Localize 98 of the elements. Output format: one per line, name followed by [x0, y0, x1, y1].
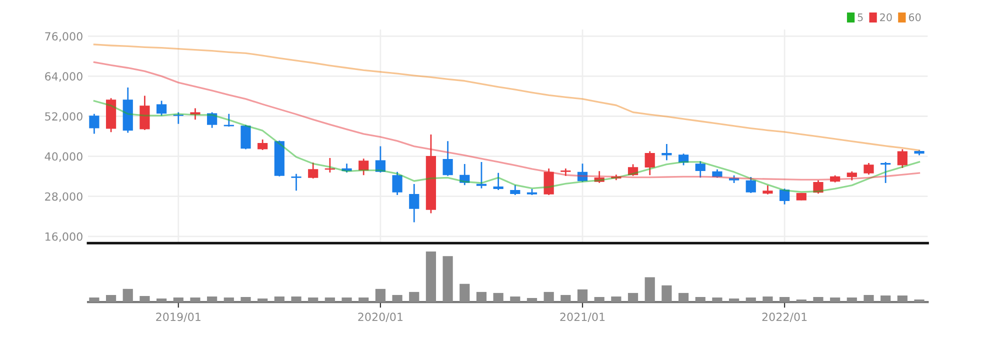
bar: [577, 289, 588, 302]
bar: [864, 294, 874, 302]
bar: [897, 295, 908, 302]
candlestick: [173, 112, 184, 125]
legend-label: 60: [908, 13, 921, 22]
y-tick-label: 76,000: [45, 32, 82, 42]
x-tick-label: 2021/01: [560, 312, 605, 322]
bar: [526, 298, 538, 302]
bar: [156, 298, 167, 302]
y-tick-label: 16,000: [46, 232, 82, 242]
bar: [106, 294, 116, 302]
candlestick: [780, 188, 790, 206]
candlestick: [358, 158, 369, 176]
bar: [628, 292, 638, 302]
bar: [122, 288, 133, 302]
candlestick: [644, 150, 655, 176]
bar: [644, 277, 655, 302]
candlestick: [544, 168, 554, 196]
candlestick: [442, 140, 453, 177]
bar: [880, 295, 891, 302]
candlestick: [476, 161, 487, 190]
bar: [796, 300, 806, 302]
bar: [678, 292, 689, 302]
bar: [324, 298, 335, 302]
bar: [611, 296, 622, 302]
candlestick: [493, 172, 504, 191]
candlestick: [258, 138, 268, 151]
bar: [476, 292, 487, 302]
bar: [291, 296, 302, 302]
candlestick: [510, 184, 520, 196]
bar: [308, 298, 318, 302]
bar: [392, 294, 402, 302]
bar: [662, 285, 672, 302]
bar: [173, 298, 184, 302]
legend-label: 20: [880, 13, 892, 22]
candlestick: [813, 180, 824, 194]
candlestick: [662, 143, 672, 161]
candlestick: [594, 170, 604, 184]
bar: [190, 298, 200, 302]
candlestick: [224, 113, 234, 128]
bar: [728, 298, 740, 302]
candlestick: [392, 171, 402, 196]
candlestick: [577, 162, 588, 183]
bar: [914, 300, 924, 302]
candlestick: [409, 183, 420, 223]
candlestick: [695, 160, 706, 178]
bar: [207, 296, 218, 302]
bar: [544, 292, 554, 302]
candlestick: [880, 161, 891, 184]
bar: [375, 288, 386, 302]
bar: [409, 292, 420, 302]
candlestick: [897, 148, 908, 169]
candlestick: [762, 184, 773, 196]
y-tick-label: 64,000: [45, 72, 82, 82]
candlestick: [460, 163, 470, 186]
y-tick-label: 52,000: [45, 112, 82, 122]
bar: [780, 296, 790, 302]
bar: [224, 298, 234, 302]
bar: [746, 298, 756, 302]
bar: [426, 252, 436, 302]
y-tick-label: 40,000: [44, 152, 82, 162]
x-tick-label: 2020/01: [358, 312, 402, 322]
bar: [258, 298, 268, 302]
y-tick-label: 28,000: [45, 192, 82, 202]
bar: [846, 298, 857, 302]
bar: [140, 296, 150, 302]
x-tick-label: 2022/01: [762, 312, 807, 322]
bar: [695, 296, 706, 302]
candlestick: [89, 113, 100, 134]
candlestick: [864, 162, 874, 176]
bar: [813, 296, 824, 302]
bar: [762, 296, 773, 302]
candlestick: [140, 95, 150, 131]
bar: [460, 284, 470, 302]
candlestick: [291, 173, 302, 192]
candlestick: [308, 162, 318, 180]
bar: [89, 298, 100, 302]
candlestick: [678, 152, 689, 166]
bar: [830, 298, 840, 302]
bar: [493, 292, 504, 302]
candlestick: [846, 170, 857, 182]
legend-label: 5: [858, 13, 863, 22]
candlestick: [240, 124, 251, 150]
bar: [240, 296, 251, 302]
bar: [510, 296, 520, 302]
candlestick: [156, 100, 167, 116]
bar: [712, 298, 722, 302]
bar: [342, 298, 352, 302]
candlestick: [746, 176, 756, 194]
bar: [442, 256, 453, 302]
x-tick-label: 2019/01: [156, 312, 200, 322]
candlestick: [628, 164, 638, 177]
bar: [594, 296, 604, 302]
bar: [358, 298, 369, 302]
bar: [274, 296, 284, 302]
candlestick: [375, 146, 386, 174]
bar: [560, 294, 571, 302]
candlestick: [207, 112, 218, 129]
